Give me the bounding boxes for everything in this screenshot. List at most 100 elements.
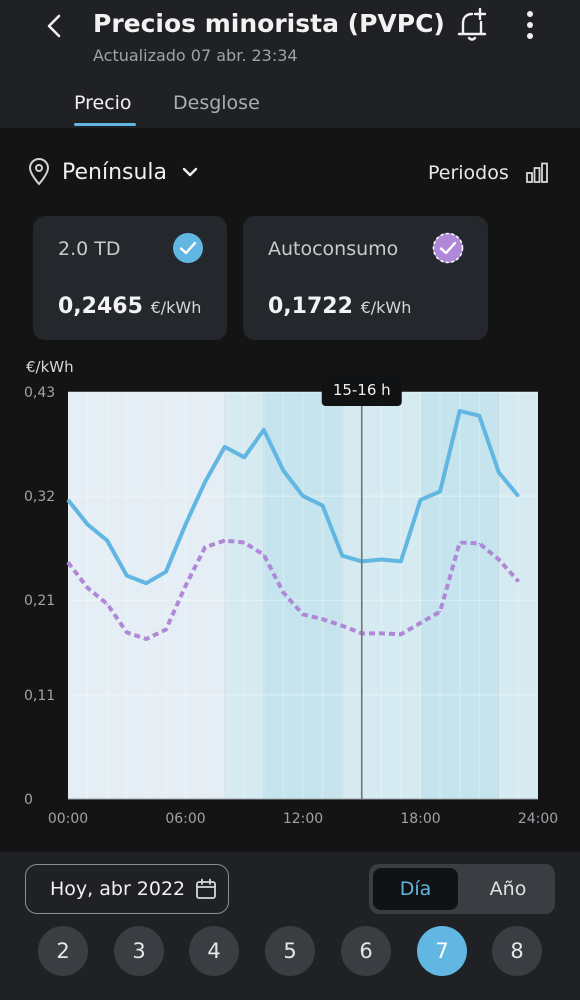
y-tick-label: 0,11 xyxy=(24,688,55,704)
view-toggle: Día Año xyxy=(369,864,555,914)
data-point xyxy=(380,558,383,561)
data-point xyxy=(517,580,520,583)
page-title: Precios minorista (PVPC) xyxy=(93,9,445,38)
periods-button[interactable]: Periodos xyxy=(428,158,549,188)
data-point xyxy=(282,469,285,472)
tariff-card-2td[interactable]: 2.0 TD 0,2465 €/kWh xyxy=(33,216,227,340)
day-button-selected[interactable]: 7 xyxy=(417,926,467,976)
data-point xyxy=(321,504,324,507)
data-point xyxy=(341,554,343,557)
data-point xyxy=(184,523,187,526)
more-vertical-icon xyxy=(527,11,533,39)
data-point xyxy=(302,495,304,497)
data-point xyxy=(204,546,206,549)
date-label: Hoy, abr 2022 xyxy=(50,878,186,900)
bar-chart-icon xyxy=(525,162,548,183)
price-chart-svg[interactable]: €/kWh 0,43 0,32 0,21 0,11 0 00:00 06:00 12:00 18:… xyxy=(0,352,580,832)
period-band-4 xyxy=(420,392,499,799)
periods-label: Periodos xyxy=(428,162,509,184)
price-chart[interactable]: €/kWh 0,43 0,32 0,21 0,11 0 00:00 06:00 12:00 18:… xyxy=(0,352,580,832)
data-point xyxy=(125,574,128,577)
tariff-price-value: 0,1722 xyxy=(268,294,353,319)
tab-precio[interactable]: Precio xyxy=(74,92,132,114)
period-band-1 xyxy=(224,392,264,799)
data-point xyxy=(439,490,441,493)
add-alert-button[interactable] xyxy=(452,4,494,46)
y-tick-label: 0,43 xyxy=(24,385,55,401)
tariff-price: 0,1722 €/kWh xyxy=(268,294,411,319)
day-button[interactable]: 8 xyxy=(492,926,542,976)
last-updated: Actualizado 07 abr. 23:34 xyxy=(93,46,298,65)
data-point xyxy=(458,410,461,412)
calendar-icon xyxy=(196,878,217,899)
data-point xyxy=(478,414,481,417)
more-options-button[interactable] xyxy=(510,4,550,46)
series-line-2td xyxy=(66,408,520,586)
data-point xyxy=(263,429,265,431)
data-point xyxy=(243,541,246,544)
view-year-button[interactable]: Año xyxy=(489,878,527,900)
data-point xyxy=(106,539,108,542)
tariff-name: Autoconsumo xyxy=(268,238,399,260)
day-button[interactable]: 4 xyxy=(189,926,239,976)
data-point xyxy=(380,632,383,635)
day-button[interactable]: 6 xyxy=(341,926,391,976)
date-navigation: Hoy, abr 2022 Día Año 2 3 4 5 6 7 8 xyxy=(0,852,580,1000)
tariff-name: 2.0 TD xyxy=(58,238,121,260)
data-point xyxy=(263,554,265,556)
tariff-card-autoconsumo[interactable]: Autoconsumo 0,1722 €/kWh xyxy=(243,216,488,340)
data-point xyxy=(419,622,422,624)
data-point xyxy=(145,582,148,584)
y-tick-label: 0 xyxy=(24,792,33,808)
data-point xyxy=(478,542,481,545)
back-button[interactable] xyxy=(36,6,72,46)
tooltip-label: 15-16 h xyxy=(333,381,391,399)
tariff-price-unit: €/kWh xyxy=(150,298,202,317)
data-point xyxy=(517,495,520,497)
data-point xyxy=(67,561,69,564)
day-button[interactable]: 2 xyxy=(38,926,88,976)
y-tick-label: 0,21 xyxy=(24,593,55,609)
period-band-5 xyxy=(498,392,538,799)
data-point xyxy=(243,456,246,459)
data-point xyxy=(419,499,422,501)
data-point xyxy=(145,638,148,640)
data-point xyxy=(204,481,206,483)
data-point xyxy=(498,471,500,474)
data-point xyxy=(458,541,461,544)
x-tick-label: 06:00 xyxy=(165,811,205,827)
app-header: Precios minorista (PVPC) Actualizado 07 … xyxy=(0,0,580,128)
day-button[interactable]: 3 xyxy=(114,926,164,976)
data-point xyxy=(321,618,324,620)
data-point xyxy=(106,603,108,605)
data-point xyxy=(439,610,441,613)
data-point xyxy=(86,587,89,589)
bell-plus-icon xyxy=(457,7,487,41)
tooltip-background xyxy=(321,374,402,406)
day-button[interactable]: 5 xyxy=(265,926,315,976)
back-arrow-icon xyxy=(47,14,61,38)
tariff-price-value: 0,2465 xyxy=(58,294,143,319)
region-label: Península xyxy=(62,159,168,185)
y-axis-label: €/kWh xyxy=(26,358,74,376)
data-point xyxy=(165,571,167,573)
active-tab-indicator xyxy=(74,123,136,126)
region-selector[interactable]: Península xyxy=(26,154,199,190)
chevron-down-icon xyxy=(182,167,198,177)
tariff-price-unit: €/kWh xyxy=(360,298,412,317)
x-tick-label: 24:00 xyxy=(518,811,558,827)
data-point xyxy=(282,591,285,594)
data-point xyxy=(302,613,304,616)
check-circle-dashed-icon[interactable] xyxy=(432,232,464,264)
date-picker-button[interactable]: Hoy, abr 2022 xyxy=(25,864,229,914)
view-day-button[interactable]: Día xyxy=(373,868,458,910)
data-point xyxy=(86,523,89,526)
data-point xyxy=(184,585,187,587)
data-point xyxy=(341,624,343,627)
x-tick-label: 00:00 xyxy=(48,811,88,827)
location-pin-icon xyxy=(28,158,50,186)
check-circle-icon[interactable] xyxy=(172,232,204,264)
y-tick-label: 0,32 xyxy=(24,489,55,505)
data-point xyxy=(223,446,226,448)
tab-desglose[interactable]: Desglose xyxy=(173,92,260,114)
